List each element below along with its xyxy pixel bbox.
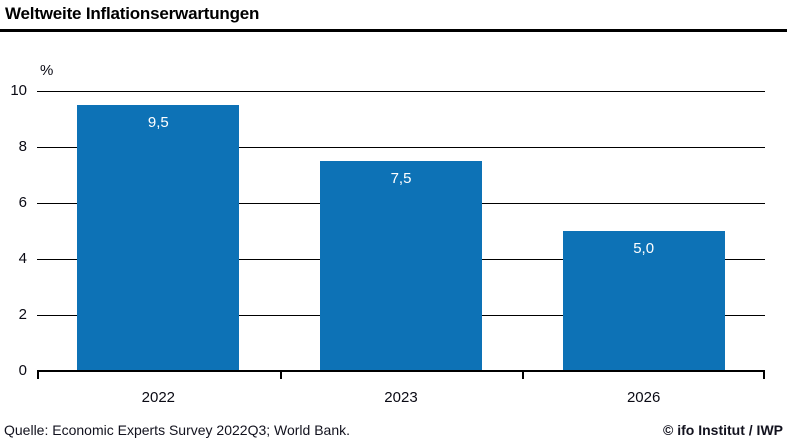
x-axis-line	[37, 370, 765, 372]
x-axis-tick	[763, 372, 765, 379]
y-tick-label: 8	[18, 138, 27, 155]
y-tick-label: 4	[18, 250, 27, 267]
bar: 5,0	[562, 231, 725, 371]
x-tick-label: 2022	[141, 389, 176, 406]
bar: 9,5	[77, 105, 240, 371]
title-rule	[0, 29, 787, 32]
source-note: Quelle: Economic Experts Survey 2022Q3; …	[4, 422, 351, 438]
y-axis-unit-label: %	[40, 62, 54, 79]
bar-value-label: 7,5	[390, 170, 412, 187]
copyright-note: © ifo Institut / IWP	[663, 422, 783, 438]
x-axis-tick	[522, 372, 525, 379]
x-axis-tick	[37, 372, 39, 379]
x-tick-label: 2026	[626, 389, 661, 406]
bar: 7,5	[320, 161, 482, 371]
gridline	[37, 147, 765, 148]
bar-value-label: 5,0	[633, 240, 655, 257]
y-tick-label: 0	[18, 362, 27, 379]
plot-area: 9,5 7,5 5,0 2022 2023 2026	[37, 91, 765, 406]
y-tick-label: 10	[10, 82, 27, 99]
x-tick-label: 2023	[384, 389, 418, 406]
y-tick-label: 6	[18, 194, 27, 211]
gridline	[37, 91, 765, 92]
x-axis-tick	[279, 372, 282, 379]
y-tick-label: 2	[18, 306, 27, 323]
chart-title: Weltweite Inflationserwartungen	[5, 4, 260, 23]
bar-value-label: 9,5	[147, 114, 169, 131]
